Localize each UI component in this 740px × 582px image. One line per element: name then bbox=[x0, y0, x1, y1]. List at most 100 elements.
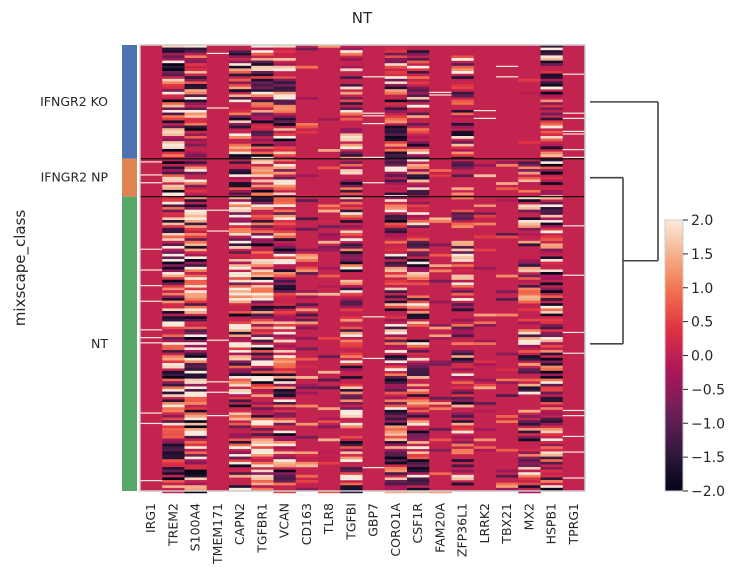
heat-cell bbox=[251, 376, 274, 379]
heat-cell bbox=[295, 259, 319, 262]
heat-cell bbox=[540, 209, 564, 213]
heat-cell bbox=[184, 272, 208, 275]
heat-cell bbox=[229, 238, 252, 242]
heat-cell bbox=[496, 378, 519, 382]
heat-cell bbox=[496, 199, 519, 203]
heat-cell bbox=[518, 300, 541, 304]
heat-cell bbox=[518, 189, 541, 193]
heat-cell bbox=[273, 386, 297, 390]
heat-cell bbox=[184, 94, 208, 98]
heat-cell bbox=[273, 415, 297, 418]
heat-cell bbox=[229, 451, 252, 455]
heat-cell bbox=[540, 295, 564, 299]
heat-cell bbox=[273, 102, 297, 105]
heat-cell bbox=[340, 264, 363, 268]
heat-cell bbox=[384, 422, 408, 426]
heat-cell bbox=[229, 212, 252, 216]
heat-cell bbox=[540, 246, 564, 249]
heat-cell bbox=[184, 285, 208, 288]
heat-cell bbox=[251, 91, 274, 95]
heat-cell bbox=[273, 52, 297, 56]
heat-cell bbox=[295, 337, 319, 340]
heat-cell bbox=[540, 344, 564, 348]
heat-cell bbox=[496, 290, 519, 294]
heat-cell bbox=[473, 174, 497, 178]
heat-cell bbox=[251, 115, 274, 118]
heat-cell bbox=[273, 417, 297, 421]
heat-cell bbox=[407, 420, 430, 424]
heat-cell bbox=[229, 391, 252, 395]
heat-cell bbox=[162, 63, 185, 66]
heat-cell bbox=[184, 209, 208, 213]
heat-cell bbox=[407, 238, 430, 242]
heat-cell bbox=[273, 171, 297, 175]
heat-cell bbox=[273, 227, 297, 231]
heat-cell bbox=[340, 230, 363, 234]
heat-cell bbox=[251, 368, 274, 372]
heat-cell bbox=[540, 112, 564, 116]
heat-cell bbox=[229, 342, 252, 346]
heat-cell bbox=[451, 102, 475, 105]
heat-cell bbox=[540, 243, 564, 247]
heat-cell bbox=[162, 201, 185, 205]
heat-cell bbox=[340, 65, 363, 69]
heat-cell bbox=[184, 464, 208, 468]
heat-cell bbox=[162, 184, 185, 188]
gene-label-7: CD163 bbox=[299, 503, 314, 545]
heat-cell bbox=[340, 363, 363, 366]
heat-cell bbox=[162, 261, 185, 265]
heat-cell bbox=[384, 477, 408, 481]
heat-cell bbox=[162, 212, 185, 216]
heat-cell bbox=[229, 409, 252, 413]
heat-cell bbox=[384, 326, 408, 330]
heat-cell bbox=[518, 472, 541, 476]
heat-cell bbox=[340, 337, 363, 340]
heat-cell bbox=[251, 184, 274, 188]
heat-cell bbox=[473, 235, 497, 239]
heat-cell bbox=[429, 402, 452, 405]
heat-cell bbox=[273, 305, 297, 309]
heat-cell bbox=[251, 472, 274, 476]
heat-cell bbox=[251, 404, 274, 408]
heat-cell bbox=[429, 324, 452, 327]
heat-cell bbox=[229, 187, 252, 191]
heat-cell bbox=[229, 389, 252, 392]
heat-cell bbox=[251, 381, 274, 385]
heat-cell bbox=[162, 381, 185, 385]
heat-cell bbox=[273, 86, 297, 90]
heat-cell bbox=[407, 467, 430, 470]
heat-cell bbox=[184, 443, 208, 447]
heat-cell bbox=[251, 230, 274, 234]
heat-cell bbox=[229, 285, 252, 288]
heat-cell bbox=[184, 243, 208, 247]
heat-cell bbox=[273, 394, 297, 398]
heat-cell bbox=[273, 321, 297, 325]
heat-cell bbox=[384, 201, 408, 205]
heat-cell bbox=[540, 308, 564, 312]
heat-cell bbox=[451, 292, 475, 296]
heat-cell bbox=[473, 110, 497, 112]
heat-cell bbox=[162, 448, 185, 452]
heat-cell bbox=[162, 225, 185, 229]
heat-cell bbox=[429, 220, 452, 223]
heat-cell bbox=[407, 277, 430, 281]
heat-cell bbox=[384, 461, 408, 465]
heat-cell bbox=[384, 169, 408, 172]
heat-cell bbox=[295, 308, 319, 312]
heat-cell bbox=[162, 428, 185, 431]
heat-cell bbox=[184, 305, 208, 309]
heat-cell bbox=[162, 318, 185, 322]
heat-cell bbox=[229, 204, 252, 208]
gene-label-11: CORO1A bbox=[388, 503, 403, 557]
heat-cell bbox=[451, 154, 475, 157]
heat-cell bbox=[251, 189, 274, 193]
heat-cell bbox=[540, 376, 564, 379]
heat-cell bbox=[273, 446, 297, 450]
heat-cell bbox=[451, 243, 475, 247]
heat-cell bbox=[162, 474, 185, 478]
heat-cell bbox=[340, 454, 363, 457]
heat-cell bbox=[184, 47, 208, 51]
heat-cell bbox=[384, 279, 408, 283]
heat-cell bbox=[229, 65, 252, 69]
cell-column-0-0 bbox=[140, 45, 163, 159]
